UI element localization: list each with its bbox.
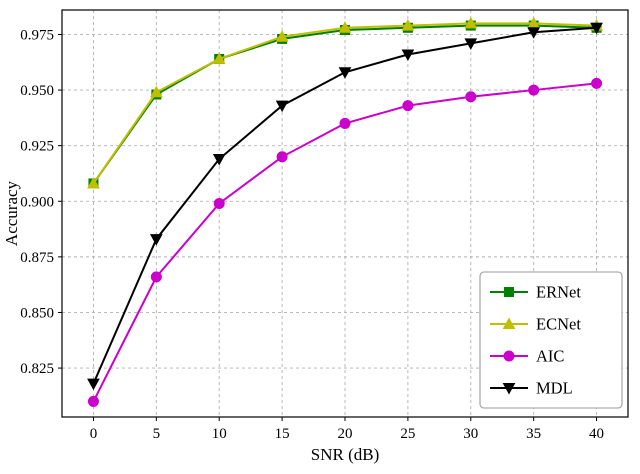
legend-sample-marker bbox=[504, 287, 514, 297]
series-marker-aic bbox=[213, 197, 225, 209]
series-marker-mdl bbox=[87, 378, 100, 391]
series-marker-aic bbox=[87, 395, 99, 407]
legend: ERNet ECNet AIC MDL bbox=[479, 271, 623, 409]
series-mdl bbox=[87, 22, 603, 391]
series-aic bbox=[87, 77, 603, 407]
series-marker-mdl bbox=[275, 100, 289, 113]
y-tick-label: 0.825 bbox=[20, 361, 54, 377]
y-axis-label: Accuracy bbox=[2, 180, 21, 246]
series-marker-aic bbox=[276, 151, 288, 163]
legend-label: ECNet bbox=[536, 315, 581, 334]
x-tick-label: 15 bbox=[275, 426, 290, 442]
series-marker-ecnet bbox=[87, 176, 100, 189]
x-tick-label: 10 bbox=[212, 426, 227, 442]
y-tick-label: 0.900 bbox=[20, 194, 54, 210]
legend-frame bbox=[479, 271, 623, 409]
legend-item-aic: AIC bbox=[490, 347, 564, 366]
series-marker-aic bbox=[591, 77, 603, 89]
series-marker-aic bbox=[402, 100, 414, 112]
legend-label: AIC bbox=[536, 347, 564, 366]
series-marker-ecnet bbox=[464, 16, 478, 29]
series-marker-ecnet bbox=[212, 52, 226, 64]
series-marker-aic bbox=[339, 117, 351, 129]
x-tick-label: 0 bbox=[90, 426, 98, 442]
y-tick-label: 0.950 bbox=[20, 83, 54, 99]
x-tick-label: 35 bbox=[526, 426, 541, 442]
x-tick-label: 30 bbox=[463, 426, 478, 442]
legend-label: MDL bbox=[536, 379, 573, 398]
series-marker-ecnet bbox=[401, 19, 415, 31]
x-axis-label: SNR (dB) bbox=[311, 445, 379, 464]
x-tick-label: 40 bbox=[589, 426, 604, 442]
legend-item-mdl: MDL bbox=[490, 379, 573, 398]
y-tick-label: 0.925 bbox=[20, 139, 54, 155]
legend-label: ERNet bbox=[536, 283, 581, 302]
series-marker-mdl bbox=[149, 234, 163, 246]
x-tick-label: 20 bbox=[338, 426, 353, 442]
series-marker-aic bbox=[528, 84, 540, 96]
series-marker-mdl bbox=[464, 38, 478, 50]
series-marker-aic bbox=[150, 271, 162, 283]
series-marker-mdl bbox=[527, 27, 541, 39]
axis-ticks bbox=[58, 33, 598, 421]
y-tick-label: 0.850 bbox=[20, 305, 54, 321]
series-marker-mdl bbox=[212, 154, 226, 166]
y-tick-label: 0.875 bbox=[20, 250, 54, 266]
series-marker-ecnet bbox=[149, 85, 163, 98]
legend-item-ecnet: ECNet bbox=[490, 315, 581, 334]
legend-sample-marker bbox=[502, 383, 516, 395]
series-marker-mdl bbox=[338, 67, 352, 79]
y-tick-label: 0.975 bbox=[20, 27, 54, 43]
series-marker-aic bbox=[465, 91, 477, 103]
plot-border bbox=[61, 9, 629, 418]
series-marker-ecnet bbox=[275, 30, 289, 42]
series-ecnet bbox=[87, 16, 603, 189]
series-marker-ecnet bbox=[338, 21, 352, 33]
x-tick-label: 25 bbox=[400, 426, 415, 442]
series-marker-mdl bbox=[401, 49, 415, 62]
legend-item-ernet: ERNet bbox=[490, 283, 581, 302]
x-tick-label: 5 bbox=[153, 426, 161, 442]
legend-sample-marker bbox=[502, 317, 516, 329]
series-marker-mdl bbox=[590, 22, 603, 35]
tick-labels: 0 5 10 15 20 25 30 35 40 0.825 0.850 0.875 0.900 0.92… bbox=[20, 27, 604, 442]
legend-sample-marker bbox=[503, 350, 515, 362]
